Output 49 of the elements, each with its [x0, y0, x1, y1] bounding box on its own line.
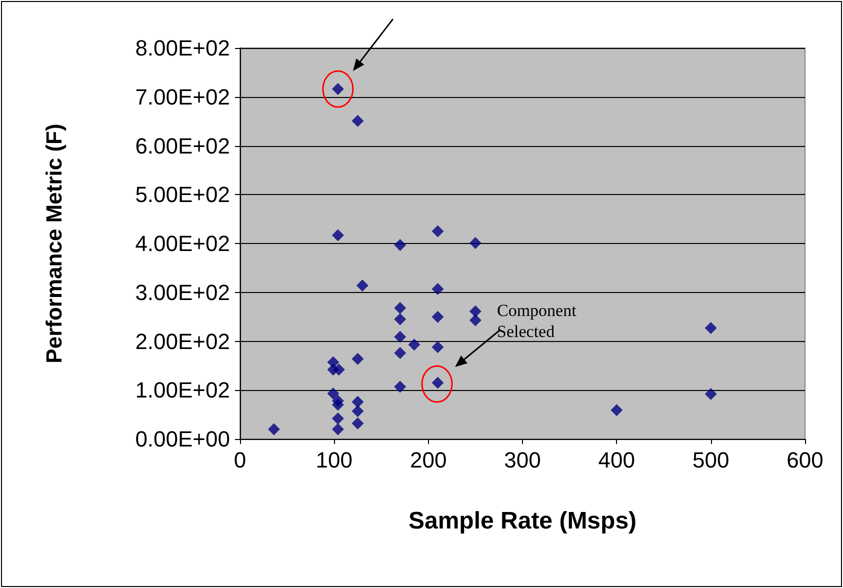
point: [469, 305, 482, 318]
point: [704, 388, 717, 400]
x-tick-label: 300: [504, 448, 541, 472]
point: [332, 423, 344, 436]
point: [268, 423, 280, 436]
point: [352, 396, 364, 408]
x-axis-title: Sample Rate (Msps): [408, 508, 637, 534]
y-tick-label: 7.00E+02: [135, 84, 230, 110]
point: [352, 352, 364, 365]
point: [356, 280, 368, 292]
point: [394, 380, 406, 393]
y-tick-label: 5.00E+02: [135, 182, 230, 208]
x-tick-label: 100: [316, 448, 353, 472]
annotation: Component Selected: [497, 301, 577, 341]
point: [408, 338, 420, 351]
point: [394, 313, 406, 326]
x-tick-label: 0: [234, 448, 246, 472]
y-tick-label: 8.00E+02: [135, 36, 230, 60]
point: [469, 314, 482, 326]
point: [432, 225, 444, 238]
point: [332, 412, 344, 424]
y-tick-label: 6.00E+02: [135, 133, 230, 158]
point: [394, 238, 406, 251]
point: [352, 417, 364, 430]
y-axis-title: Performance Metric (F): [42, 124, 66, 364]
point: [704, 322, 717, 334]
y-tick-label: 4.00E+02: [135, 231, 230, 256]
point: [352, 114, 364, 127]
point: [610, 404, 623, 416]
point: [394, 330, 406, 343]
x-tick-label: 200: [410, 448, 447, 472]
y-tick-label: 0.00E+00: [135, 426, 230, 452]
y-tick-label: 2.00E+02: [135, 328, 230, 354]
y-tick-label: 3.00E+02: [135, 280, 230, 305]
point: [327, 388, 340, 400]
point: [394, 302, 406, 314]
point: [332, 398, 344, 411]
x-tick-label: 400: [598, 448, 636, 472]
point: [352, 405, 364, 418]
point: [332, 364, 345, 376]
point: [432, 282, 444, 295]
point: [332, 229, 344, 242]
point: [469, 237, 482, 250]
x-tick-label: 600: [786, 448, 824, 472]
point: [432, 341, 444, 354]
x-tick-label: 500: [692, 448, 730, 472]
point: [394, 346, 406, 359]
point: [432, 310, 444, 323]
y-tick-label: 1.00E+02: [135, 378, 230, 403]
